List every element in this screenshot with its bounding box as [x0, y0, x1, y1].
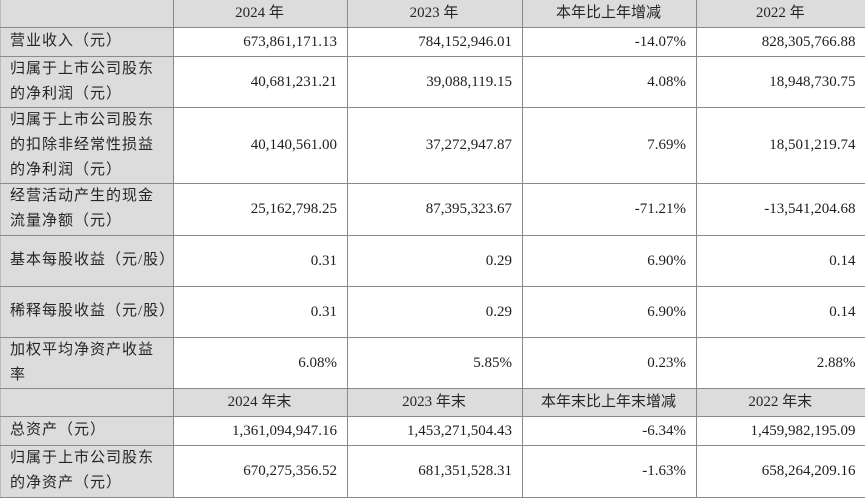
- cell-change: 6.90%: [522, 285, 697, 338]
- header-2022-end: 2022 年末: [696, 387, 865, 417]
- cell-2022: 658,264,209.16: [696, 444, 865, 498]
- table-row-net-assets: 归属于上市公司股东的净资产（元） 670,275,356.52 681,351,…: [0, 444, 865, 498]
- cell-2024: 40,681,231.21: [173, 55, 348, 108]
- cell-change: 7.69%: [522, 106, 697, 184]
- cell-2024: 670,275,356.52: [173, 444, 348, 498]
- header-2023-end: 2023 年末: [347, 387, 523, 417]
- cell-2022: 18,948,730.75: [696, 55, 865, 108]
- row-label: 营业收入（元）: [0, 26, 174, 57]
- cell-2023: 681,351,528.31: [347, 444, 523, 498]
- cell-2024: 0.31: [173, 285, 348, 338]
- cell-2023: 87,395,323.67: [347, 182, 523, 236]
- table-row-net-profit-deducted: 归属于上市公司股东的扣除非经常性损益的净利润（元） 40,140,561.00 …: [0, 106, 865, 184]
- row-label: 稀释每股收益（元/股）: [0, 285, 174, 338]
- table-row-total-assets: 总资产（元） 1,361,094,947.16 1,453,271,504.43…: [0, 415, 865, 446]
- row-label: 经营活动产生的现金流量净额（元）: [0, 182, 174, 236]
- header-2022: 2022 年: [696, 0, 865, 28]
- cell-2024: 6.08%: [173, 336, 348, 389]
- table-row-basic-eps: 基本每股收益（元/股） 0.31 0.29 6.90% 0.14: [0, 234, 865, 287]
- cell-2023: 0.29: [347, 285, 523, 338]
- cell-change: -6.34%: [522, 415, 697, 446]
- row-label: 归属于上市公司股东的扣除非经常性损益的净利润（元）: [0, 106, 174, 184]
- cell-change: -71.21%: [522, 182, 697, 236]
- cell-2023: 784,152,946.01: [347, 26, 523, 57]
- cell-2024: 40,140,561.00: [173, 106, 348, 184]
- cell-2024: 673,861,171.13: [173, 26, 348, 57]
- row-label: 总资产（元）: [0, 415, 174, 446]
- cell-2023: 1,453,271,504.43: [347, 415, 523, 446]
- header-2024: 2024 年: [173, 0, 348, 28]
- row-label: 归属于上市公司股东的净资产（元）: [0, 444, 174, 498]
- cell-2022: 2.88%: [696, 336, 865, 389]
- cell-change: 4.08%: [522, 55, 697, 108]
- header-change: 本年比上年增减: [522, 0, 697, 28]
- cell-change: 0.23%: [522, 336, 697, 389]
- cell-2024: 25,162,798.25: [173, 182, 348, 236]
- header-row-yearend: 2024 年末 2023 年末 本年末比上年末增减 2022 年末: [0, 387, 865, 417]
- table-row-revenue: 营业收入（元） 673,861,171.13 784,152,946.01 -1…: [0, 26, 865, 57]
- cell-2022: 0.14: [696, 285, 865, 338]
- header-2024-end: 2024 年末: [173, 387, 348, 417]
- row-label: 归属于上市公司股东的净利润（元）: [0, 55, 174, 108]
- table-row-diluted-eps: 稀释每股收益（元/股） 0.31 0.29 6.90% 0.14: [0, 285, 865, 338]
- cell-2023: 39,088,119.15: [347, 55, 523, 108]
- cell-2023: 0.29: [347, 234, 523, 287]
- cell-change: -14.07%: [522, 26, 697, 57]
- cell-change: 6.90%: [522, 234, 697, 287]
- cell-2022: 0.14: [696, 234, 865, 287]
- header-corner: [0, 387, 174, 417]
- cell-2022: 1,459,982,195.09: [696, 415, 865, 446]
- cell-2022: -13,541,204.68: [696, 182, 865, 236]
- header-row-annual: 2024 年 2023 年 本年比上年增减 2022 年: [0, 0, 865, 28]
- cell-change: -1.63%: [522, 444, 697, 498]
- header-corner: [0, 0, 174, 28]
- cell-2023: 37,272,947.87: [347, 106, 523, 184]
- cell-2022: 18,501,219.74: [696, 106, 865, 184]
- cell-2023: 5.85%: [347, 336, 523, 389]
- cell-2024: 1,361,094,947.16: [173, 415, 348, 446]
- header-2023: 2023 年: [347, 0, 523, 28]
- table-row-operating-cash-flow: 经营活动产生的现金流量净额（元） 25,162,798.25 87,395,32…: [0, 182, 865, 236]
- header-change-end: 本年末比上年末增减: [522, 387, 697, 417]
- table-row-net-profit: 归属于上市公司股东的净利润（元） 40,681,231.21 39,088,11…: [0, 55, 865, 108]
- table-row-weighted-roe: 加权平均净资产收益率 6.08% 5.85% 0.23% 2.88%: [0, 336, 865, 389]
- cell-2022: 828,305,766.88: [696, 26, 865, 57]
- row-label: 加权平均净资产收益率: [0, 336, 174, 389]
- row-label: 基本每股收益（元/股）: [0, 234, 174, 287]
- cell-2024: 0.31: [173, 234, 348, 287]
